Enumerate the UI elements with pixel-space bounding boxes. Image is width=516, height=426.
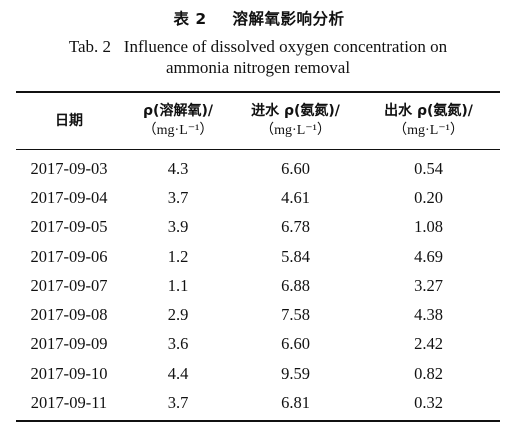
data-table: 日期 ρ(溶解氧)/ （mg·L⁻¹） 进水 ρ(氨氮)/ （mg·L⁻¹） 出…: [16, 91, 500, 422]
cell-effluent-ammonia: 0.54: [414, 158, 443, 178]
table-row: 2017-09-05 3.9 6.78 1.08: [16, 213, 500, 242]
cell-effluent-ammonia: 2.42: [414, 334, 443, 354]
cell-date: 2017-09-09: [30, 334, 108, 354]
table-body: 2017-09-03 4.3 6.60 0.54 2017-09-04 3.7 …: [16, 150, 500, 420]
cell-influent-ammonia: 7.58: [281, 305, 310, 325]
table-title-english-line2: ammonia nitrogen removal: [165, 58, 351, 77]
cell-date: 2017-09-11: [30, 393, 108, 413]
cell-effluent-ammonia: 3.27: [414, 275, 443, 295]
table-row: 2017-09-10 4.4 9.59 0.82: [16, 359, 500, 388]
table-title-chinese: 溶解氧影响分析: [232, 10, 345, 28]
cell-effluent-ammonia: 0.32: [414, 393, 443, 413]
table-row: 2017-09-09 3.6 6.60 2.42: [16, 330, 500, 359]
cell-effluent-ammonia: 0.82: [414, 363, 443, 383]
table-title-english-line1: Tab. 2 Influence of dissolved oxygen con…: [68, 37, 448, 56]
cell-dissolved-oxygen: 3.7: [167, 187, 189, 207]
table-row: 2017-09-08 2.9 7.58 4.38: [16, 300, 500, 329]
cell-date: 2017-09-04: [30, 187, 108, 207]
header-influent-ammonia-label: 进水 ρ(氨氮)/: [251, 103, 340, 119]
header-date: 日期: [55, 113, 83, 129]
header-dissolved-oxygen: ρ(溶解氧)/ （mg·L⁻¹）: [122, 101, 234, 141]
table-row: 2017-09-07 1.1 6.88 3.27: [16, 271, 500, 300]
cell-effluent-ammonia: 4.38: [414, 305, 443, 325]
cell-influent-ammonia: 6.81: [281, 393, 310, 413]
cell-effluent-ammonia: 4.69: [414, 246, 443, 266]
cell-dissolved-oxygen: 4.4: [167, 363, 189, 383]
table-caption-english: Tab. 2 Influence of dissolved oxygen con…: [0, 36, 516, 78]
cell-dissolved-oxygen: 2.9: [167, 305, 189, 325]
cell-date: 2017-09-05: [30, 217, 108, 237]
header-effluent-ammonia-unit: （mg·L⁻¹）: [393, 123, 464, 138]
header-influent-ammonia: 进水 ρ(氨氮)/ （mg·L⁻¹）: [234, 101, 357, 141]
cell-dissolved-oxygen: 1.2: [167, 246, 189, 266]
cell-date: 2017-09-03: [30, 158, 108, 178]
header-influent-ammonia-unit: （mg·L⁻¹）: [260, 123, 331, 138]
header-effluent-ammonia: 出水 ρ(氨氮)/ （mg·L⁻¹）: [357, 101, 500, 141]
cell-dissolved-oxygen: 3.7: [167, 393, 189, 413]
cell-date: 2017-09-06: [30, 246, 108, 266]
table-row: 2017-09-11 3.7 6.81 0.32: [16, 388, 500, 417]
cell-dissolved-oxygen: 3.6: [167, 334, 189, 354]
table-row: 2017-09-03 4.3 6.60 0.54: [16, 154, 500, 183]
cell-dissolved-oxygen: 3.9: [167, 217, 189, 237]
cell-influent-ammonia: 6.78: [281, 217, 310, 237]
table-row: 2017-09-06 1.2 5.84 4.69: [16, 242, 500, 271]
cell-dissolved-oxygen: 1.1: [167, 275, 189, 295]
header-dissolved-oxygen-unit: （mg·L⁻¹）: [142, 123, 214, 138]
cell-date: 2017-09-10: [30, 363, 108, 383]
cell-dissolved-oxygen: 4.3: [167, 158, 189, 178]
cell-influent-ammonia: 6.60: [281, 158, 310, 178]
cell-date: 2017-09-08: [30, 305, 108, 325]
header-dissolved-oxygen-label: ρ(溶解氧)/: [143, 103, 213, 119]
cell-influent-ammonia: 4.61: [281, 187, 310, 207]
table-caption-chinese: 表 2 溶解氧影响分析: [0, 8, 516, 30]
cell-influent-ammonia: 5.84: [281, 246, 310, 266]
cell-influent-ammonia: 6.88: [281, 275, 310, 295]
header-effluent-ammonia-label: 出水 ρ(氨氮)/: [384, 103, 473, 119]
cell-influent-ammonia: 9.59: [281, 363, 310, 383]
cell-date: 2017-09-07: [30, 275, 108, 295]
table-header-row: 日期 ρ(溶解氧)/ （mg·L⁻¹） 进水 ρ(氨氮)/ （mg·L⁻¹） 出…: [16, 93, 500, 150]
cell-effluent-ammonia: 0.20: [414, 187, 443, 207]
cell-effluent-ammonia: 1.08: [414, 217, 443, 237]
cell-influent-ammonia: 6.60: [281, 334, 310, 354]
table-number-label: 表 2: [173, 10, 207, 28]
table-row: 2017-09-04 3.7 4.61 0.20: [16, 183, 500, 212]
